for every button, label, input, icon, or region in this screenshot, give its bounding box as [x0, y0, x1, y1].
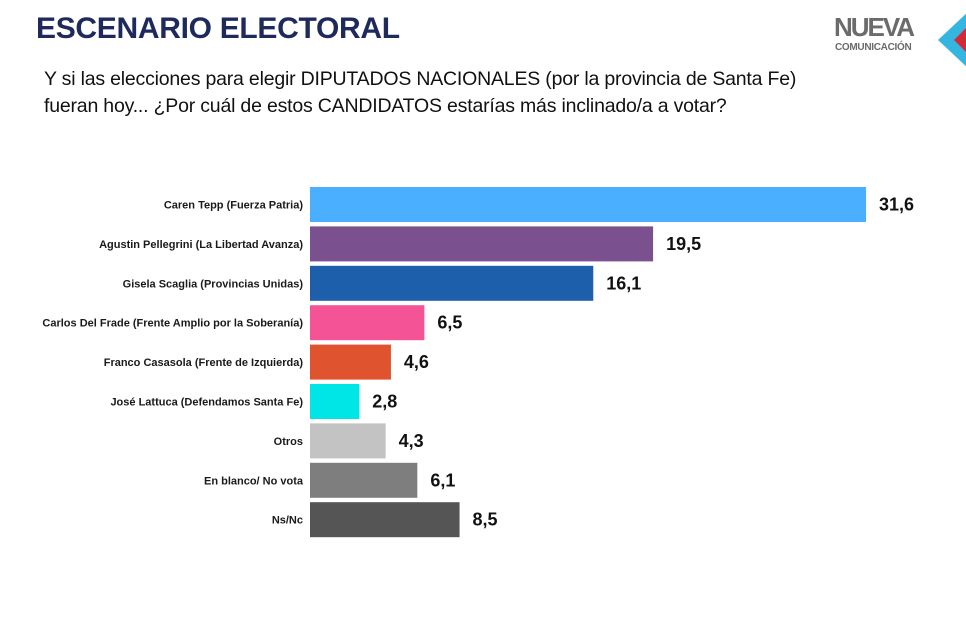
category-label: En blanco/ No vota — [204, 475, 304, 487]
logo-subtext: COMUNICACIÓN — [835, 42, 912, 53]
category-label: Franco Casasola (Frente de Izquierda) — [104, 357, 304, 369]
brand-logo: NUEVA COMUNICACIÓN — [834, 10, 966, 67]
value-label: 2,8 — [372, 392, 397, 412]
value-label: 19,5 — [666, 234, 701, 254]
value-label: 6,5 — [437, 313, 462, 333]
bar-0 — [310, 187, 866, 222]
category-label: Caren Tepp (Fuerza Patria) — [164, 200, 303, 212]
question-line-1: Y si las elecciones para elegir DIPUTADO… — [44, 68, 797, 90]
category-label: Carlos Del Frade (Frente Amplio por la S… — [42, 318, 303, 330]
category-label: Otros — [274, 436, 303, 448]
bar-5 — [310, 384, 360, 419]
value-label: 31,6 — [879, 195, 914, 215]
value-label: 6,1 — [430, 470, 455, 490]
category-label: José Lattuca (Defendamos Santa Fe) — [110, 397, 303, 409]
bar-3 — [310, 305, 425, 341]
bar-8 — [310, 502, 460, 538]
bar-4 — [310, 344, 391, 380]
page-title: ESCENARIO ELECTORAL — [36, 12, 400, 45]
category-label: Gisela Scaglia (Provincias Unidas) — [123, 278, 304, 290]
bar-1 — [310, 226, 654, 262]
question-text: Y si las elecciones para elegir DIPUTADO… — [44, 66, 796, 120]
bar-2 — [310, 265, 594, 301]
question-line-2: fueran hoy... ¿Por cuál de estos CANDIDA… — [44, 95, 727, 117]
value-label: 16,1 — [606, 273, 641, 293]
logo-diamond-icon — [938, 13, 966, 67]
bar-7 — [310, 462, 418, 498]
value-label: 4,3 — [399, 431, 424, 451]
category-label: Ns/Nc — [272, 515, 303, 527]
value-label: 8,5 — [473, 510, 498, 530]
logo-word: NUEVA — [834, 12, 915, 42]
category-label: Agustin Pellegrini (La Libertad Avanza) — [99, 239, 303, 251]
bar-6 — [310, 423, 386, 459]
value-label: 4,6 — [404, 352, 429, 372]
